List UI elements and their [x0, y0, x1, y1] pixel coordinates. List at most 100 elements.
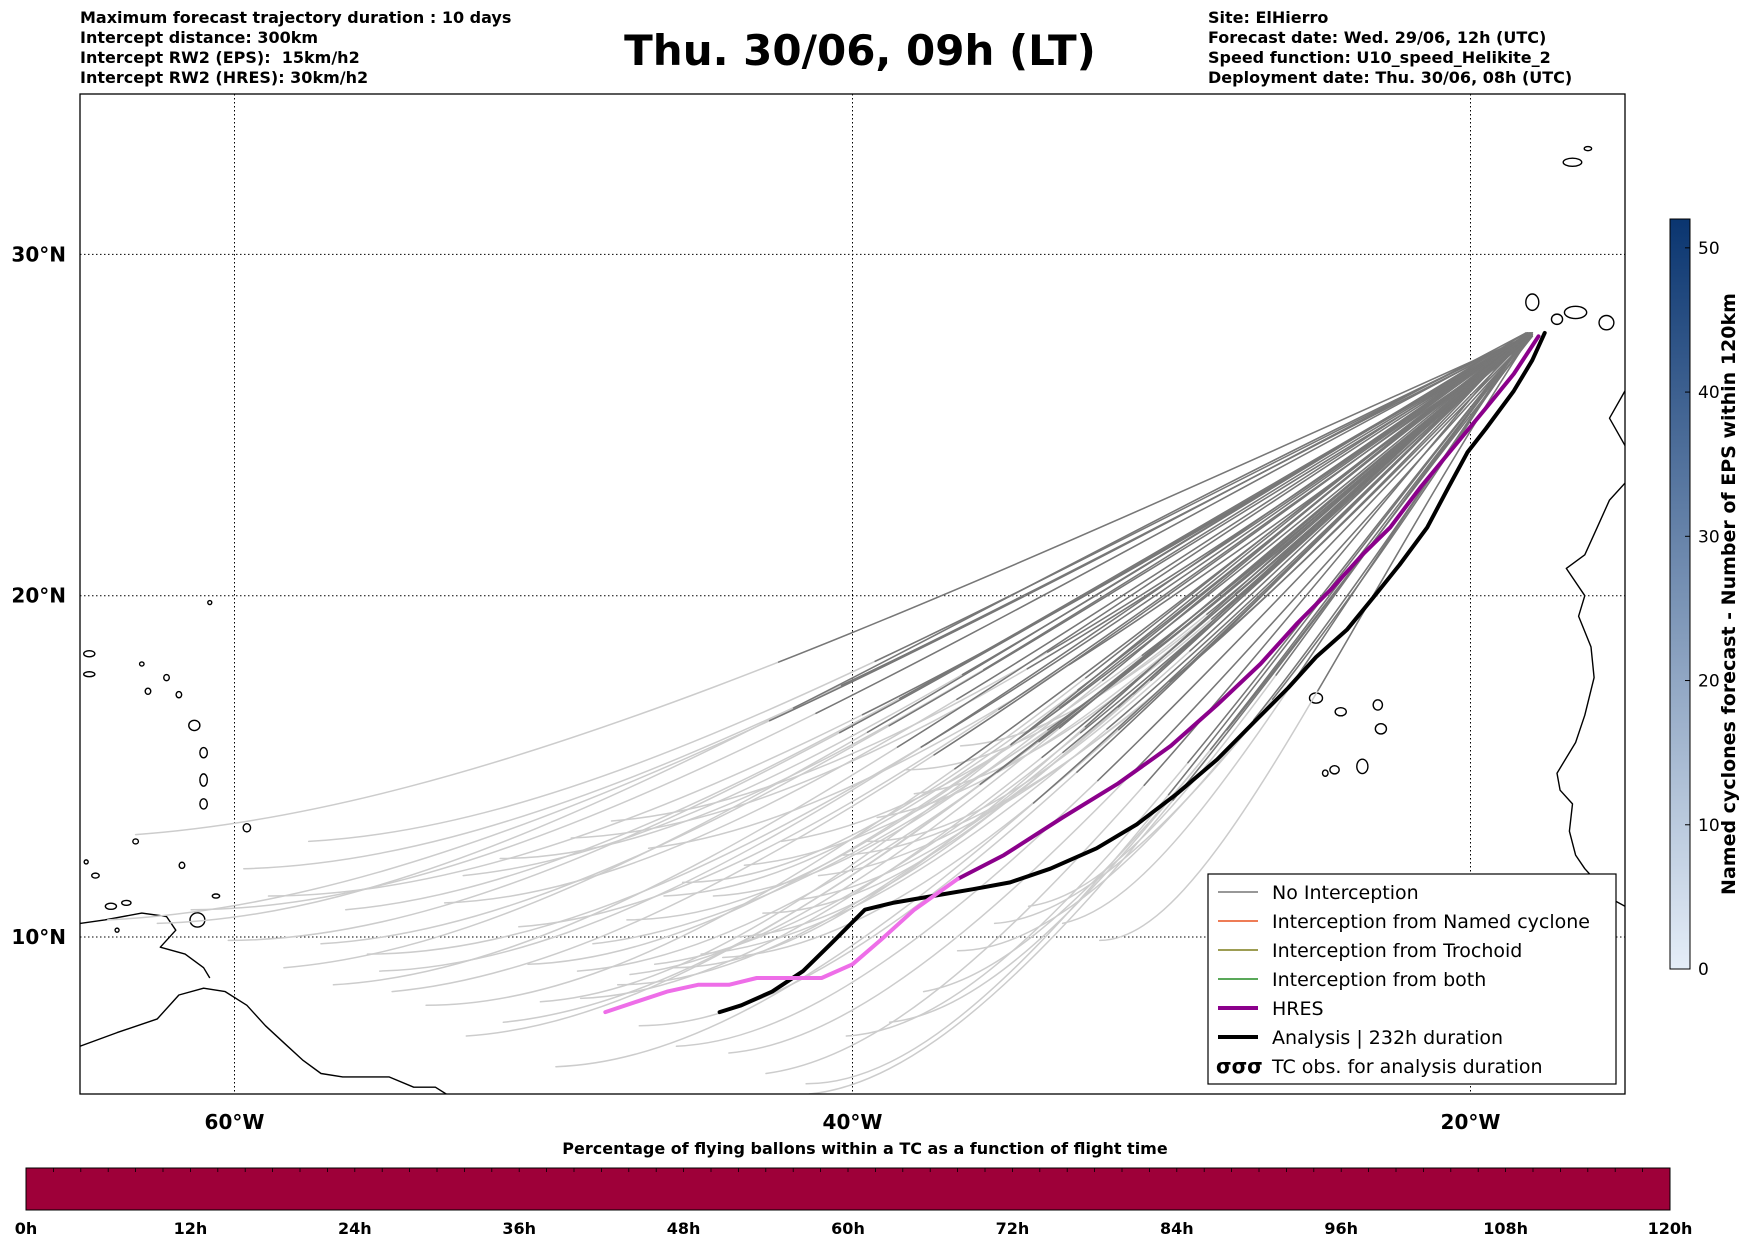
colorbar-tick-label: 0: [1698, 960, 1709, 980]
ensemble-trajectory: [443, 332, 1532, 904]
island: [83, 649, 96, 658]
legend-label: TC obs. for analysis duration: [1271, 1056, 1543, 1078]
island: [199, 798, 209, 810]
ensemble-trajectory: [579, 333, 1532, 1000]
legend-label: Interception from both: [1272, 969, 1486, 991]
island: [163, 673, 171, 682]
island: [121, 899, 132, 907]
coastline-venezuela: [80, 912, 211, 979]
map-title-wrap: Thu. 30/06, 09h (LT): [0, 26, 1752, 75]
ensemble-trajectory: [808, 335, 1529, 1094]
lon-tick-label: 20°W: [1441, 1110, 1501, 1134]
header-line: Intercept RW2 (HRES): 30km/h2: [80, 68, 369, 87]
ensemble-trajectory: [993, 332, 1529, 925]
island: [178, 861, 186, 870]
time-bar-tick-label: 24h: [338, 1219, 372, 1238]
legend-label: No Interception: [1272, 882, 1419, 904]
island: [1334, 706, 1347, 717]
ensemble-trajectory: [156, 333, 1534, 925]
island: [1598, 314, 1615, 331]
axis-tick-labels: 60°W 40°W 20°W 10°N 20°N 30°N: [11, 242, 1500, 1134]
ensemble-trajectory: [227, 335, 1532, 942]
island: [1374, 722, 1388, 735]
lat-tick-label: 20°N: [11, 584, 66, 608]
header-line: Intercept RW2 (EPS): 15km/h2: [80, 48, 360, 67]
ensemble-trajectory: [616, 335, 1530, 986]
legend-label: Interception from Named cyclone: [1272, 911, 1590, 933]
island: [1329, 764, 1340, 775]
island: [144, 687, 152, 696]
ensemble-trajectory: [391, 332, 1530, 993]
legend-label: Analysis | 232h duration: [1272, 1027, 1503, 1049]
main-tracks: [603, 330, 1547, 1015]
time-bar-tick-label: 48h: [667, 1219, 701, 1238]
tc-obs-icon: σσσ: [1216, 1054, 1263, 1078]
time-bar: Percentage of flying ballons within a TC…: [15, 1139, 1693, 1238]
colorbar-tick-label: 20: [1698, 672, 1720, 692]
ensemble-trajectory: [762, 332, 1532, 914]
map-frame: [79, 93, 1626, 1095]
ensemble-trajectory: [672, 333, 1534, 969]
ensemble-trajectory: [845, 333, 1530, 1037]
ensemble-trajectory: [610, 332, 1529, 822]
ensemble-trajectory: [320, 335, 1532, 945]
ensemble-trajectory: [681, 333, 1532, 884]
island: [1356, 758, 1369, 775]
ensemble-trajectory: [1098, 332, 1534, 942]
colorbar-label: Named cyclones forecast - Number of EPS …: [1718, 293, 1740, 895]
island: [207, 599, 213, 606]
hres-track-recent: [603, 877, 960, 1015]
time-bar-tick-label: 84h: [1160, 1219, 1194, 1238]
time-bar-tick-label: 36h: [502, 1219, 536, 1238]
time-bar-tick-label: 96h: [1324, 1219, 1358, 1238]
island: [175, 690, 183, 699]
header-info-left: Maximum forecast trajectory duration : 1…: [80, 8, 511, 88]
ensemble-trajectory: [134, 335, 1529, 836]
ensemble-trajectory: [765, 332, 1527, 1075]
header-line: Forecast date: Wed. 29/06, 12h (UTC): [1208, 28, 1547, 47]
header-line: Speed function: U10_speed_Helikite_2: [1208, 48, 1551, 67]
island: [199, 773, 209, 787]
time-bar-tick-label: 12h: [174, 1219, 208, 1238]
ensemble-trajectory: [518, 335, 1534, 928]
ensemble-trajectory: [107, 332, 1527, 921]
ensemble-trajectory: [629, 335, 1532, 976]
ensemble-trajectory: [332, 333, 1532, 986]
island: [1651, 300, 1668, 318]
ensemble-trajectory: [805, 335, 1529, 1085]
ensemble-trajectory: [539, 332, 1534, 1003]
colorbar-tick-label: 10: [1698, 816, 1720, 836]
coastlines: [80, 145, 1668, 1094]
legend-label: HRES: [1272, 998, 1324, 1020]
ensemble-trajectory: [366, 335, 1527, 955]
ensemble-trajectory: [626, 332, 1529, 921]
ensemble-trajectory: [700, 333, 1527, 955]
time-bar-tick-label: 60h: [831, 1219, 865, 1238]
time-bar-tick-label: 108h: [1483, 1219, 1528, 1238]
time-bar-tick-label: 120h: [1648, 1219, 1693, 1238]
header-info-right: Site: ElHierro Forecast date: Wed. 29/06…: [1208, 8, 1572, 88]
ensemble-trajectory: [283, 332, 1534, 969]
island: [199, 746, 209, 759]
time-bar-fill: [25, 1167, 1671, 1211]
ensemble-trajectory: [653, 332, 1529, 966]
ensemble-trajectory: [734, 335, 1534, 938]
island: [104, 902, 118, 911]
time-bar-tick-label: 0h: [15, 1219, 38, 1238]
island: [1525, 293, 1540, 312]
lat-tick-label: 10°N: [11, 925, 66, 949]
island: [132, 838, 140, 845]
ensemble-trajectory: [465, 333, 1529, 1037]
island: [211, 893, 221, 899]
island: [1583, 145, 1593, 152]
coastline-south-america: [80, 987, 448, 1094]
colorbar-tick-label: 50: [1698, 239, 1720, 259]
coastline-morocco: [1608, 390, 1625, 446]
colorbar-tick-label: 40: [1698, 383, 1720, 403]
ensemble-trajectory: [728, 333, 1534, 1054]
island: [114, 927, 120, 933]
ensemble-trajectory: [344, 333, 1534, 911]
island: [1372, 699, 1384, 711]
colorbar-tick-label: 30: [1698, 527, 1720, 547]
